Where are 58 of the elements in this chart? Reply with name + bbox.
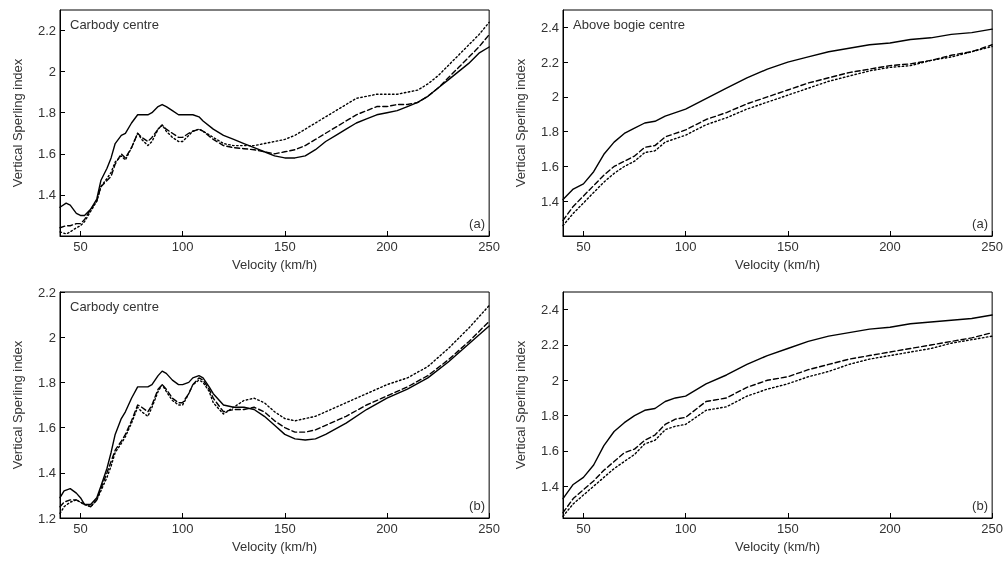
annotation: Carbody centre <box>70 299 159 314</box>
x-tick-label: 150 <box>776 239 799 254</box>
y-tick-label: 1.8 <box>540 408 559 424</box>
y-tick-label: 2 <box>48 329 56 345</box>
x-tick-label: 200 <box>376 521 398 536</box>
y-tick-label: 1.6 <box>540 158 559 174</box>
y-tick-label: 2.2 <box>540 54 559 70</box>
annotation: Carbody centre <box>70 17 159 32</box>
x-tick-label: 150 <box>273 239 296 254</box>
y-tick-label: 1.8 <box>540 124 559 140</box>
x-tick-label: 250 <box>478 239 501 254</box>
y-tick-label: 1.6 <box>37 146 56 162</box>
annotation: (b) <box>972 498 988 513</box>
y-axis-title: Vertical Sperling index <box>513 340 528 470</box>
x-axis-title: Velocity (km/h) <box>231 538 318 554</box>
x-tick-label: 150 <box>273 521 296 536</box>
x-tick-label: 100 <box>171 521 194 536</box>
y-tick-label: 1.4 <box>37 465 56 481</box>
x-axis-title: Velocity (km/h) <box>231 256 318 272</box>
x-tick-label: 250 <box>981 239 1004 254</box>
y-tick-label: 2.4 <box>540 19 559 35</box>
x-tick-label: 200 <box>879 521 901 536</box>
y-tick-label: 2.2 <box>37 284 56 300</box>
y-axis-title: Vertical Sperling index <box>10 340 25 470</box>
x-axis-title: Velocity (km/h) <box>734 256 821 272</box>
x-tick-label: 100 <box>171 239 194 254</box>
x-tick-label: 200 <box>879 239 901 254</box>
x-tick-label: 50 <box>73 239 88 254</box>
annotation: (a) <box>469 216 485 231</box>
annotation: (b) <box>469 498 485 513</box>
y-tick-label: 2.2 <box>540 337 559 353</box>
y-tick-label: 2 <box>551 89 559 105</box>
x-tick-label: 250 <box>981 521 1004 536</box>
y-tick-label: 2 <box>48 64 56 80</box>
y-tick-label: 1.4 <box>37 187 56 203</box>
y-tick-label: 1.2 <box>37 510 56 526</box>
y-tick-label: 1.6 <box>540 443 559 459</box>
x-tick-label: 250 <box>478 521 501 536</box>
y-tick-label: 2 <box>551 372 559 388</box>
y-axis-title: Vertical Sperling index <box>10 58 25 188</box>
x-tick-label: 100 <box>674 521 697 536</box>
x-tick-label: 100 <box>674 239 697 254</box>
x-axis-title: Velocity (km/h) <box>734 538 821 554</box>
x-tick-label: 200 <box>376 239 398 254</box>
y-tick-label: 2.4 <box>540 302 559 318</box>
y-tick-label: 2.2 <box>37 23 56 39</box>
y-tick-label: 1.8 <box>37 105 56 121</box>
x-tick-label: 150 <box>776 521 799 536</box>
y-tick-label: 1.8 <box>37 374 56 390</box>
x-tick-label: 50 <box>73 521 88 536</box>
y-axis-title: Vertical Sperling index <box>513 58 528 188</box>
y-tick-label: 1.4 <box>540 478 559 494</box>
annotation: Above bogie centre <box>573 17 686 32</box>
y-tick-label: 1.6 <box>37 420 56 436</box>
annotation: (a) <box>972 216 988 231</box>
y-tick-label: 1.4 <box>540 193 559 209</box>
x-tick-label: 50 <box>576 239 591 254</box>
x-tick-label: 50 <box>576 521 591 536</box>
